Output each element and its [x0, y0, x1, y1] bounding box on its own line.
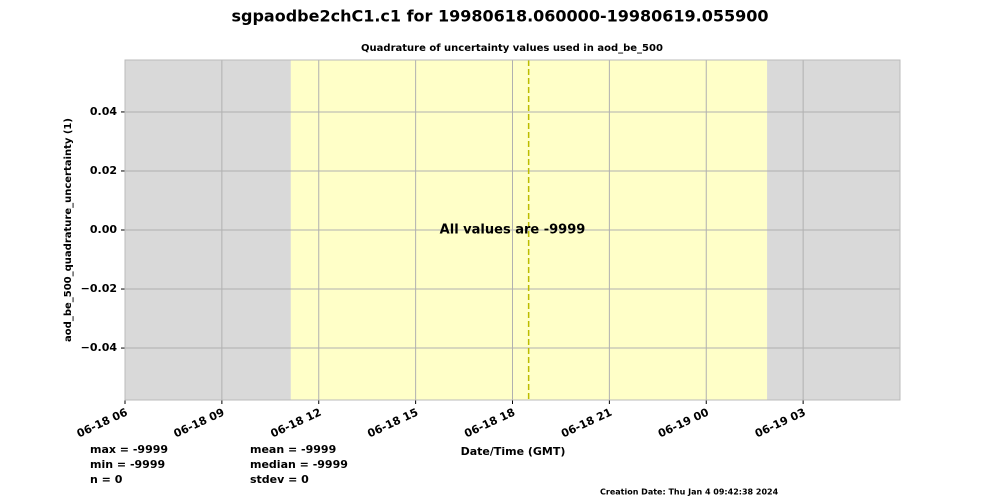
x-tick-label: 06-18 09	[172, 406, 227, 441]
plot-frame	[124, 59, 901, 401]
y-tick-label: 0.04	[90, 105, 117, 118]
stat-text: mean = -9999	[250, 443, 336, 456]
x-tick-label: 06-18 12	[269, 406, 324, 441]
annotation: All values are -9999	[440, 223, 586, 238]
x-tick-label: 06-18 15	[365, 406, 420, 441]
y-axis-label: aod_be_500_quadrature_uncertainty (1)	[63, 118, 74, 342]
y-tick-label: −0.04	[81, 341, 118, 354]
x-tick-label: 06-18 18	[462, 406, 517, 441]
stat-text: median = -9999	[250, 458, 348, 471]
stat-text: min = -9999	[90, 458, 165, 471]
y-tick-label: −0.02	[81, 282, 117, 295]
stat-text: max = -9999	[90, 443, 168, 456]
chart-title: sgpaodbe2chC1.c1 for 19980618.060000-199…	[231, 7, 768, 26]
x-axis-label: Date/Time (GMT)	[461, 445, 566, 458]
stat-text: stdev = 0	[250, 473, 309, 486]
y-tick-label: 0.00	[90, 223, 117, 236]
chart-subtitle: Quadrature of uncertainty values used in…	[361, 43, 663, 54]
x-tick-label: 06-18 21	[559, 406, 614, 441]
x-tick-label: 06-19 03	[753, 406, 808, 441]
x-tick-label: 06-18 06	[75, 406, 130, 441]
stat-text: n = 0	[90, 473, 123, 486]
footer: Creation Date: Thu Jan 4 09:42:38 2024	[600, 488, 779, 497]
y-tick-label: 0.02	[90, 164, 117, 177]
x-tick-label: 06-19 00	[656, 406, 711, 441]
